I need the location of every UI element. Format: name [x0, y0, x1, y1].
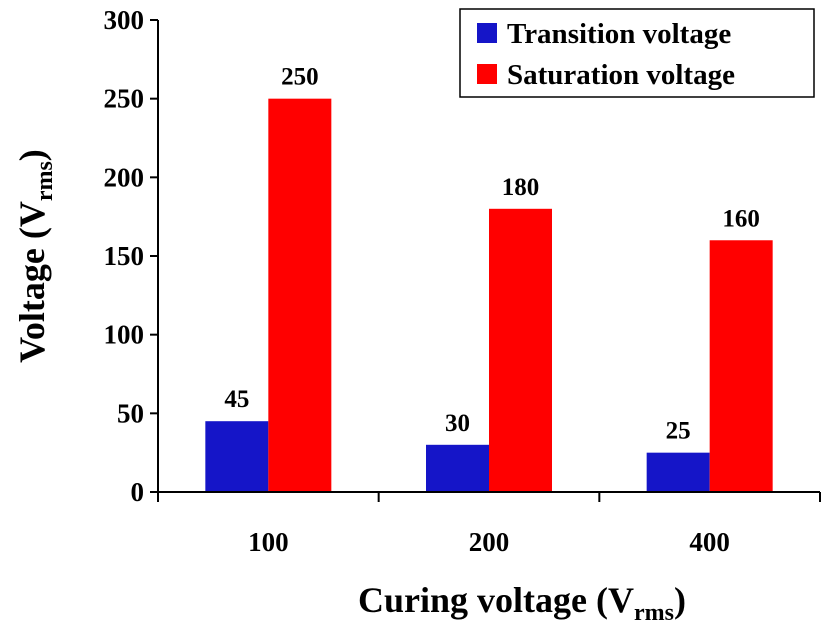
- data-label: 160: [722, 205, 760, 232]
- x-ticks-group: 100 200 400: [157, 492, 821, 557]
- y-ticks-group: 0 50 100 150 200 250 300: [104, 5, 158, 507]
- bars-group: [205, 98, 773, 493]
- y-tick-label: 150: [104, 241, 145, 271]
- legend: Transition voltage Saturation voltage: [459, 8, 815, 98]
- bar-transition: [646, 452, 710, 492]
- bar-saturation: [268, 98, 332, 493]
- legend-swatch-saturation: [477, 64, 497, 84]
- legend-swatch-transition: [477, 23, 497, 43]
- x-tick-label: 200: [469, 527, 510, 557]
- data-label: 30: [445, 410, 470, 437]
- bar-transition: [205, 421, 269, 492]
- y-axis-title-sub: rms: [32, 161, 58, 201]
- y-tick-label: 50: [117, 398, 144, 428]
- data-label: 180: [502, 174, 540, 201]
- x-axis-title-main: Curing voltage (V: [358, 580, 634, 620]
- x-axis-title-sub: rms: [634, 600, 674, 626]
- bar-saturation: [709, 240, 773, 492]
- data-label: 250: [281, 64, 319, 91]
- y-tick-label: 300: [104, 5, 145, 35]
- legend-label-saturation: Saturation voltage: [507, 59, 735, 91]
- legend-label-transition: Transition voltage: [507, 18, 731, 50]
- data-labels-group: 45 250 30 180 25 160: [224, 64, 760, 445]
- legend-box: [459, 8, 815, 98]
- data-label: 25: [666, 418, 691, 445]
- x-tick-label: 400: [689, 527, 730, 557]
- x-tick-label: 100: [248, 527, 289, 557]
- x-axis-title: Curing voltage (Vrms): [358, 580, 686, 626]
- y-axis-title-main: Voltage (V: [12, 201, 52, 363]
- data-label: 45: [224, 386, 249, 413]
- y-tick-label: 100: [104, 320, 145, 350]
- y-tick-label: 200: [104, 162, 145, 192]
- bar-transition: [426, 444, 489, 492]
- y-axis-title-end: ): [12, 149, 52, 161]
- y-axis-title: Voltage (Vrms): [12, 149, 58, 363]
- y-tick-label: 0: [131, 477, 145, 507]
- x-axis-title-end: ): [674, 580, 686, 620]
- bar-saturation: [489, 208, 552, 493]
- y-tick-label: 250: [104, 84, 145, 114]
